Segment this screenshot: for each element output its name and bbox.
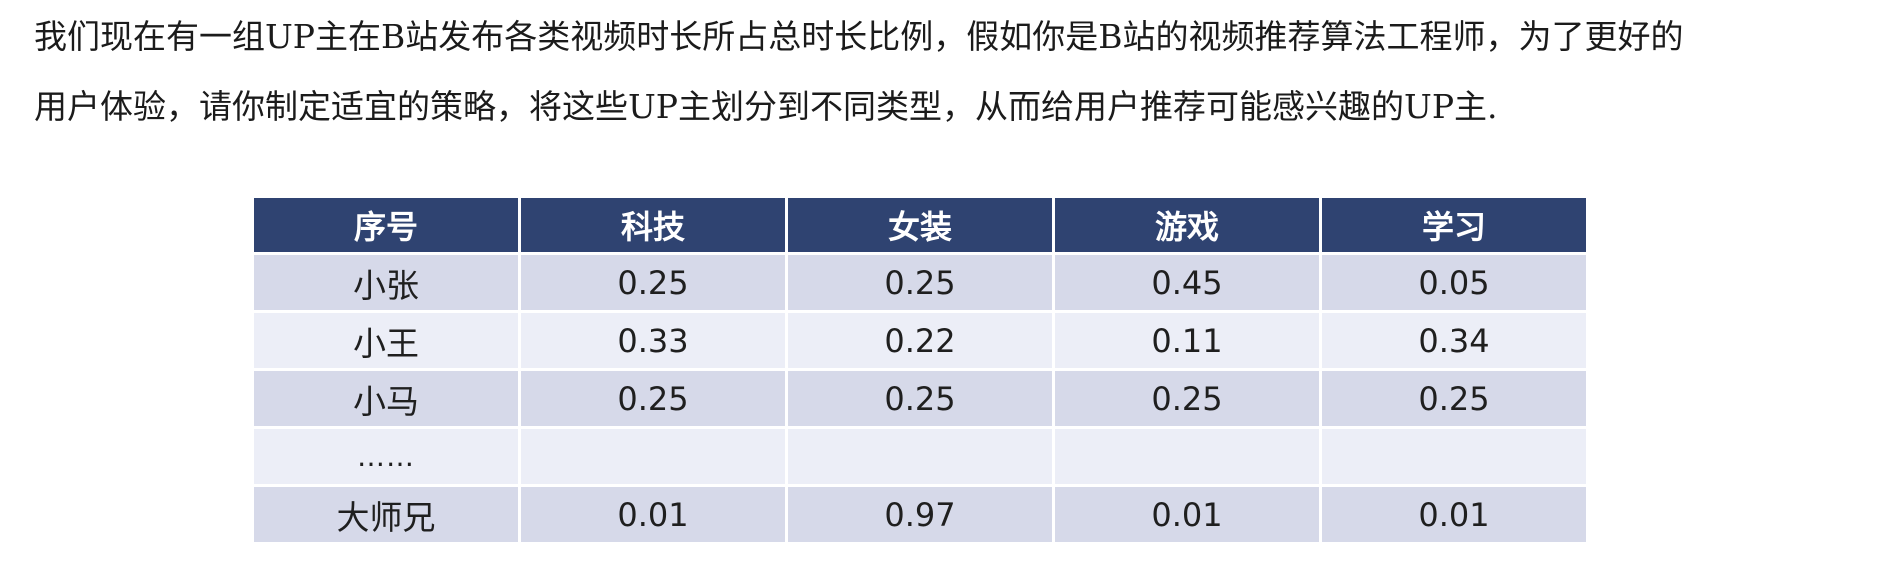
table-header-row: 序号 科技 女装 游戏 学习 <box>251 195 1589 255</box>
table-cell-crossdress <box>785 426 1055 487</box>
table-cell-tech: 0.25 <box>518 252 788 313</box>
up-video-ratio-table: 序号 科技 女装 游戏 学习 小张 0.25 0.25 0.45 0.05 小王… <box>251 195 1589 545</box>
table-cell-study: 0.25 <box>1319 368 1589 429</box>
table-row-ellipsis: …… <box>251 426 1589 487</box>
table-cell-games: 0.25 <box>1052 368 1322 429</box>
table-cell-tech <box>518 426 788 487</box>
table-cell-games: 0.45 <box>1052 252 1322 313</box>
table-row: 大师兄 0.01 0.97 0.01 0.01 <box>251 484 1589 545</box>
column-header-crossdress: 女装 <box>785 195 1055 255</box>
table-body: 小张 0.25 0.25 0.45 0.05 小王 0.33 0.22 0.11… <box>251 252 1589 545</box>
table-cell-uploader: 小张 <box>251 252 521 313</box>
table-cell-ellipsis: …… <box>251 426 521 487</box>
table-cell-study: 0.05 <box>1319 252 1589 313</box>
table-cell-study <box>1319 426 1589 487</box>
table-cell-tech: 0.01 <box>518 484 788 545</box>
column-header-index: 序号 <box>251 195 521 255</box>
table-cell-crossdress: 0.25 <box>785 368 1055 429</box>
table-cell-uploader: 小马 <box>251 368 521 429</box>
table-row: 小张 0.25 0.25 0.45 0.05 <box>251 252 1589 313</box>
table-cell-games: 0.11 <box>1052 310 1322 371</box>
table-row: 小王 0.33 0.22 0.11 0.34 <box>251 310 1589 371</box>
problem-description: 我们现在有一组UP主在B站发布各类视频时长所占总时长比例，假如你是B站的视频推荐… <box>34 2 1864 142</box>
table-cell-crossdress: 0.22 <box>785 310 1055 371</box>
table-cell-games: 0.01 <box>1052 484 1322 545</box>
column-header-study: 学习 <box>1319 195 1589 255</box>
table-header: 序号 科技 女装 游戏 学习 <box>251 195 1589 255</box>
problem-description-line-2: 用户体验，请你制定适宜的策略，将这些UP主划分到不同类型，从而给用户推荐可能感兴… <box>34 87 1498 126</box>
column-header-games: 游戏 <box>1052 195 1322 255</box>
table-cell-study: 0.01 <box>1319 484 1589 545</box>
table-cell-study: 0.34 <box>1319 310 1589 371</box>
table-cell-uploader: 小王 <box>251 310 521 371</box>
table-cell-tech: 0.25 <box>518 368 788 429</box>
table-cell-crossdress: 0.97 <box>785 484 1055 545</box>
table-cell-tech: 0.33 <box>518 310 788 371</box>
problem-description-line-1: 我们现在有一组UP主在B站发布各类视频时长所占总时长比例，假如你是B站的视频推荐… <box>34 17 1684 56</box>
table-row: 小马 0.25 0.25 0.25 0.25 <box>251 368 1589 429</box>
table-cell-games <box>1052 426 1322 487</box>
column-header-tech: 科技 <box>518 195 788 255</box>
table-cell-crossdress: 0.25 <box>785 252 1055 313</box>
table-cell-uploader: 大师兄 <box>251 484 521 545</box>
